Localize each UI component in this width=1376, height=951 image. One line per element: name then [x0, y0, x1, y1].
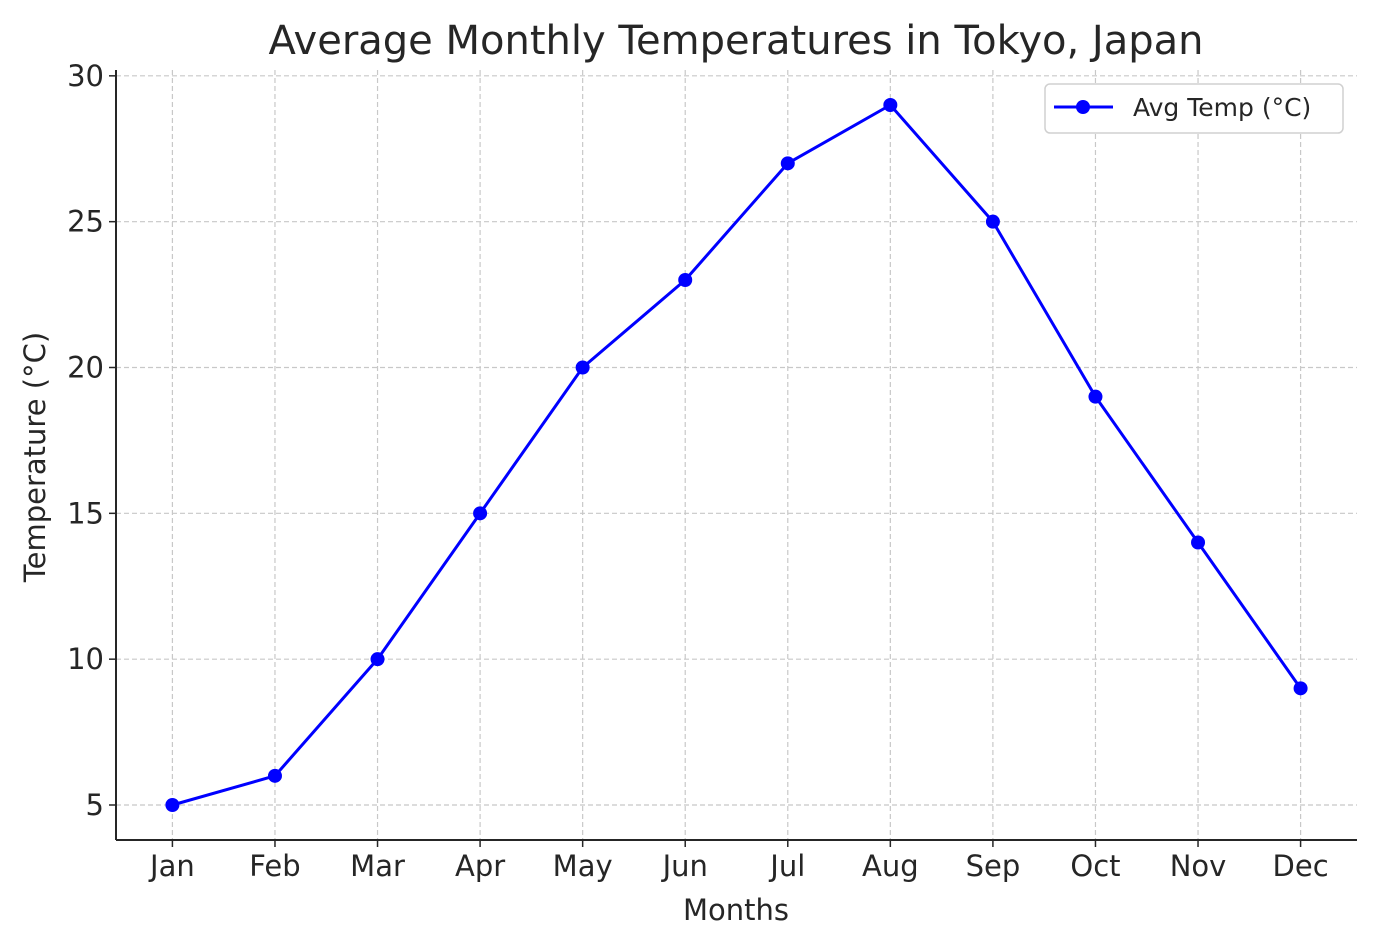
- data-point: [1191, 535, 1206, 550]
- series-line: [171, 103, 1302, 807]
- x-tick-label: Oct: [1070, 849, 1120, 883]
- y-tick-label: 10: [67, 642, 104, 676]
- legend: Avg Temp (°C): [1044, 83, 1344, 134]
- legend-box: [1044, 83, 1344, 134]
- data-point: [473, 506, 488, 521]
- data-point: [1293, 681, 1308, 696]
- y-tick-label: 20: [67, 351, 104, 385]
- x-tick-label: Dec: [1273, 849, 1329, 883]
- x-tick-label: Sep: [966, 849, 1021, 883]
- x-tick-label: Feb: [249, 849, 300, 883]
- data-point: [883, 98, 898, 112]
- data-point: [780, 156, 795, 171]
- data-point: [985, 214, 1000, 229]
- x-tick-label: Jul: [768, 849, 805, 883]
- data-point: [370, 652, 385, 667]
- legend-marker: [1076, 100, 1090, 114]
- y-tick-label: 15: [67, 496, 104, 530]
- y-axis-label: Temperature (°C): [18, 332, 52, 583]
- y-tick-label: 25: [67, 205, 104, 239]
- data-point: [678, 273, 693, 287]
- y-tick-label: 5: [86, 788, 104, 822]
- x-tick-label: Aug: [862, 849, 919, 883]
- x-tick-label: Apr: [455, 849, 505, 883]
- x-tick-label: Mar: [350, 849, 405, 883]
- x-tick-label: Nov: [1170, 849, 1227, 883]
- data-point: [575, 360, 590, 375]
- x-axis-label: Months: [683, 893, 789, 927]
- x-tick-label: Jun: [661, 849, 708, 883]
- data-point: [165, 798, 180, 812]
- grid: [116, 70, 1357, 840]
- data-point: [1088, 389, 1103, 404]
- data-point: [267, 768, 282, 783]
- x-tick-label: May: [553, 849, 613, 883]
- axes: Jan Feb Mar Apr May Jun Jul Aug Sep Oct Nov Dec 5 10 1…: [67, 59, 1357, 883]
- legend-label: Avg Temp (°C): [1133, 93, 1311, 122]
- y-tick-label: 30: [67, 59, 104, 93]
- x-tick-label: Jan: [148, 849, 195, 883]
- series-layer: [165, 98, 1308, 812]
- chart-title: Average Monthly Temperatures in Tokyo, J…: [269, 18, 1204, 64]
